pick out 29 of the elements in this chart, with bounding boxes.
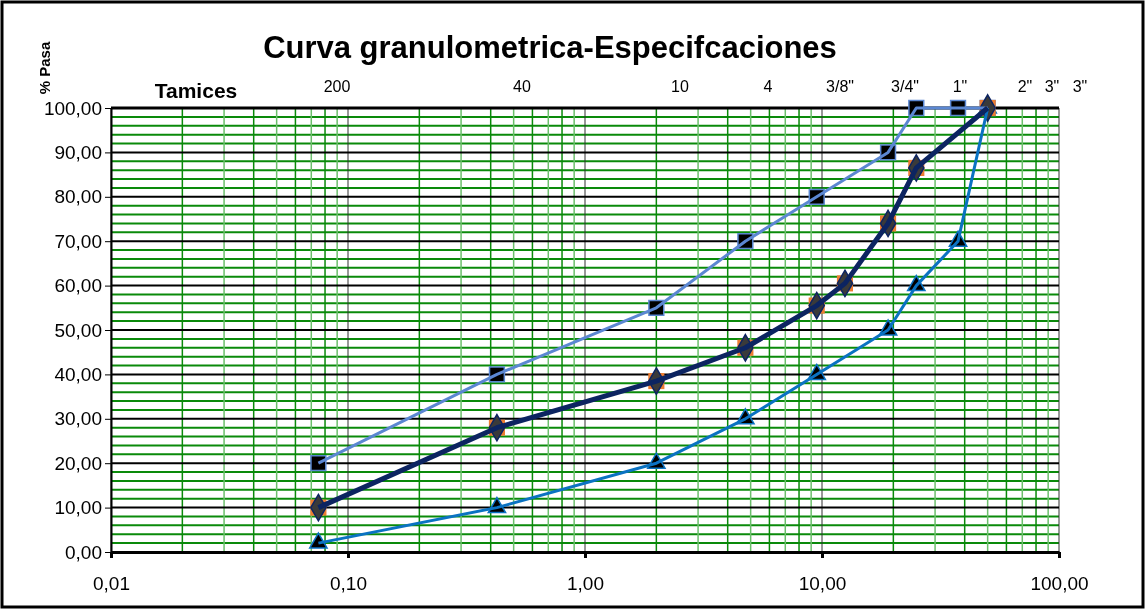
y-tick-label: 0,00 (65, 541, 102, 563)
x-tick-label: 1,00 (567, 572, 604, 594)
y-tick-label: 60,00 (54, 275, 102, 297)
y-axis-title: % Pasa (36, 41, 53, 95)
text: 1" (952, 78, 968, 95)
y-tick-label: 70,00 (54, 230, 102, 252)
text: 200 (323, 78, 351, 95)
y-tick-label: 10,00 (54, 497, 102, 519)
text: 4 (763, 78, 773, 95)
text: 3" (1044, 78, 1060, 95)
y-tick-label: 40,00 (54, 363, 102, 385)
text: Tamices (154, 79, 238, 102)
y-tick-label: 30,00 (54, 408, 102, 430)
y-tick-label: 50,00 (54, 319, 102, 341)
y-tick-label: 90,00 (54, 141, 102, 163)
text: 3" (1072, 78, 1088, 95)
text: 3/4" (891, 78, 919, 95)
y-tick-label: 20,00 (54, 452, 102, 474)
x-tick-label: 0,10 (330, 572, 367, 594)
chart-title: Curva granulometrica-Especifcaciones (263, 30, 837, 65)
text: 3/8" (826, 78, 854, 95)
text: 40 (513, 78, 531, 95)
x-tick-label: 10,00 (798, 572, 847, 594)
y-tick-label: 100,00 (43, 97, 102, 119)
text: 10 (671, 78, 689, 95)
x-tick-label: 0,01 (93, 572, 130, 594)
y-tick-label: 80,00 (54, 186, 102, 208)
x-tick-label: 100,00 (1030, 572, 1089, 594)
text: 2" (1017, 78, 1033, 95)
